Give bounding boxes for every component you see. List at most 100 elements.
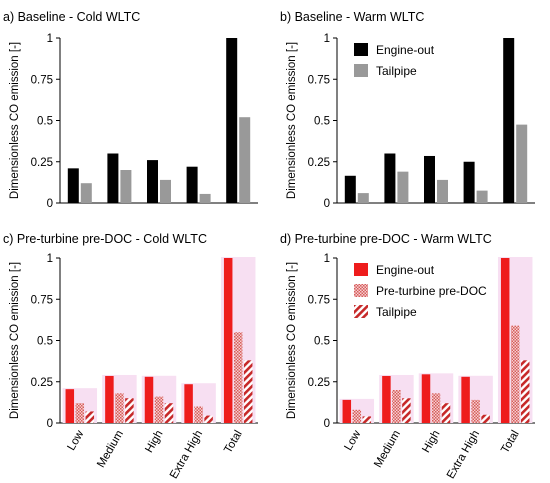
bar-pre-turbine-pre-doc-extra-high (194, 406, 203, 423)
bar-engine-out-high (421, 374, 431, 423)
bar-pre-turbine-pre-doc-total (233, 332, 243, 423)
y-tick-label: 0.5 (314, 116, 330, 128)
bar-tailpipe-extra-high (199, 193, 211, 203)
chart-panel-a: a) Baseline - Cold WLTC Dimensionless CO … (3, 10, 258, 210)
chart-panel-d: d) Pre-turbine pre-DOC - Warm WLTC Dimens… (280, 232, 535, 481)
bar-pre-turbine-pre-doc-total (510, 325, 520, 423)
panel-title: d) Pre-turbine pre-DOC - Warm WLTC (280, 232, 492, 246)
bar-engine-out-high (144, 376, 154, 423)
bar-pre-turbine-pre-doc-high (154, 396, 164, 423)
bar-tailpipe-low (85, 411, 95, 423)
bar-tailpipe-low (362, 416, 372, 423)
bar-tailpipe-high (437, 179, 448, 203)
x-tick-label: High (420, 429, 442, 455)
bar-engine-out-medium (107, 153, 119, 203)
x-tick-label: Extra High (445, 428, 482, 480)
bar-engine-out-extra-high (186, 166, 198, 203)
bar-pre-turbine-pre-doc-low (75, 403, 85, 423)
bar-engine-out-low (342, 399, 352, 423)
y-tick-label: 1 (47, 253, 53, 265)
chart-panel-b: b) Baseline - Warm WLTC Dimensionless CO … (280, 10, 535, 210)
panel-title: b) Baseline - Warm WLTC (280, 10, 424, 24)
legend-swatch (354, 43, 368, 56)
bar-engine-out-medium (382, 375, 391, 423)
x-tick-label: Total (499, 429, 522, 456)
bar-tailpipe-medium (397, 171, 409, 203)
y-tick-label: 0.25 (308, 377, 330, 389)
bar-tailpipe-extra-high (481, 414, 490, 423)
legend-swatch (354, 263, 368, 276)
y-tick-label: 0.5 (37, 116, 53, 128)
y-tick-label: 0 (47, 198, 53, 210)
bar-tailpipe-high (164, 403, 174, 423)
y-tick-label: 0.25 (31, 157, 53, 169)
bar-tailpipe-low (80, 183, 92, 203)
bar-engine-out-total (223, 258, 233, 423)
bar-engine-out-medium (105, 375, 114, 423)
bar-tailpipe-total (516, 124, 528, 203)
bar-engine-out-extra-high (461, 376, 470, 423)
legend-swatch (354, 305, 368, 318)
bar-engine-out-medium (384, 153, 396, 203)
bar-pre-turbine-pre-doc-medium (392, 390, 401, 423)
x-tick-label: Extra High (168, 429, 205, 481)
bar-engine-out-extra-high (463, 161, 475, 203)
chart-panel-c: c) Pre-turbine pre-DOC - Cold WLTC Dimens… (3, 232, 258, 481)
bar-tailpipe-medium (402, 398, 411, 423)
bar-engine-out-low (65, 389, 75, 423)
y-axis-label: Dimensionless CO emission [-] (286, 262, 298, 419)
y-tick-label: 0.5 (314, 336, 330, 348)
y-tick-label: 1 (47, 33, 53, 45)
x-tick-label: High (143, 429, 165, 455)
y-tick-label: 0.25 (308, 157, 330, 169)
bar-pre-turbine-pre-doc-medium (115, 393, 124, 423)
bar-tailpipe-total (243, 360, 253, 423)
legend-label: Engine-out (376, 43, 435, 57)
panel-title: c) Pre-turbine pre-DOC - Cold WLTC (3, 232, 207, 246)
y-axis-label: Dimensionless CO emission [-] (9, 42, 21, 199)
x-tick-label: Medium (372, 429, 403, 470)
y-tick-label: 0 (324, 198, 330, 210)
y-tick-label: 1 (324, 33, 330, 45)
bar-engine-out-extra-high (184, 384, 193, 423)
bar-tailpipe-extra-high (476, 190, 488, 203)
y-tick-label: 0 (47, 418, 53, 430)
y-tick-label: 0.75 (31, 74, 53, 86)
y-axis-label: Dimensionless CO emission [-] (286, 42, 298, 199)
bar-pre-turbine-pre-doc-high (431, 393, 441, 423)
bar-tailpipe-high (160, 179, 171, 203)
bar-engine-out-total (503, 38, 515, 203)
x-tick-label: Medium (95, 429, 126, 470)
bar-engine-out-high (424, 155, 435, 203)
x-tick-label: Low (342, 428, 363, 453)
legend-swatch (354, 64, 368, 77)
bar-engine-out-total (500, 258, 510, 423)
y-tick-label: 0.25 (31, 377, 53, 389)
bar-tailpipe-medium (125, 398, 134, 423)
y-tick-label: 0 (324, 418, 330, 430)
legend-label: Pre-turbine pre-DOC (376, 284, 487, 298)
legend-label: Engine-out (376, 263, 435, 277)
bar-tailpipe-total (239, 117, 251, 203)
y-tick-label: 0.75 (308, 74, 330, 86)
bar-tailpipe-total (520, 360, 530, 423)
panel-title: a) Baseline - Cold WLTC (3, 10, 140, 24)
bar-engine-out-high (147, 160, 158, 203)
y-tick-label: 0.75 (31, 294, 53, 306)
legend-label: Tailpipe (376, 305, 417, 319)
bar-pre-turbine-pre-doc-low (352, 409, 362, 423)
x-tick-label: Total (222, 429, 245, 456)
legend-label: Tailpipe (376, 64, 417, 78)
bar-engine-out-low (67, 168, 79, 203)
y-tick-label: 0.75 (308, 294, 330, 306)
bar-tailpipe-low (357, 193, 369, 203)
y-axis-label: Dimensionless CO emission [-] (9, 262, 21, 419)
bar-tailpipe-medium (120, 170, 132, 203)
bar-pre-turbine-pre-doc-extra-high (471, 399, 480, 423)
bar-tailpipe-extra-high (204, 415, 213, 423)
legend-swatch (354, 284, 368, 297)
x-tick-label: Low (65, 428, 86, 453)
bar-engine-out-low (344, 175, 356, 203)
bar-tailpipe-high (441, 403, 451, 423)
